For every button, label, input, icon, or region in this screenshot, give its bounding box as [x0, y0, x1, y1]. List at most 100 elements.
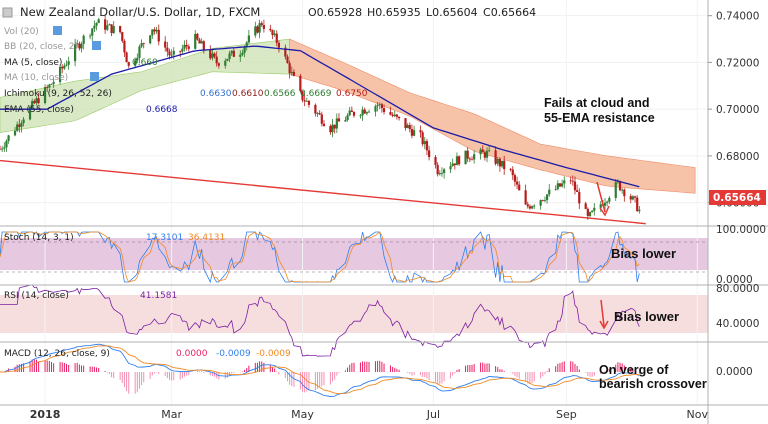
candle-body — [458, 156, 461, 165]
candle-body — [573, 181, 577, 191]
stoch-d-line — [0, 231, 640, 283]
candle-body — [406, 125, 409, 129]
candle-body — [608, 197, 611, 202]
candle-body — [586, 208, 589, 216]
stoch-tick-label: 100.0000 — [716, 224, 766, 236]
candle-body — [464, 150, 467, 165]
candle-body — [337, 118, 341, 122]
candle-body — [378, 104, 381, 106]
candle-body — [503, 160, 506, 170]
annotation-macd-line2: bearish crossover — [599, 377, 707, 391]
ichimoku-span-a-value: 0.6669 — [300, 89, 332, 99]
candle-body — [329, 126, 332, 133]
candle-body — [614, 182, 617, 198]
candle-body — [149, 35, 152, 44]
bb-legend[interactable]: BB (20, close, 2) — [4, 42, 78, 52]
candle-body — [359, 115, 362, 117]
candle-body — [200, 41, 203, 44]
annotation-rsi: Bias lower — [614, 309, 679, 324]
candle-body — [558, 183, 562, 187]
candle-body — [245, 42, 248, 47]
annotation-cloud-line1: Fails at cloud and — [544, 96, 650, 110]
ma5-legend[interactable]: MA (5, close) — [4, 58, 62, 68]
candle-body — [179, 50, 182, 52]
candle-body — [93, 25, 96, 29]
candle-body — [198, 39, 201, 44]
candle-body — [545, 194, 549, 201]
settings-icon[interactable] — [92, 41, 101, 50]
macd-signal-value: -0.0009 — [256, 349, 291, 359]
candle-body — [593, 207, 596, 211]
candle-body — [365, 112, 368, 114]
candle-body — [112, 26, 115, 34]
ema-legend[interactable]: EMA (55, close) — [4, 105, 74, 115]
macd-legend[interactable]: MACD (12, 26, close, 9) — [4, 349, 110, 359]
candle-body — [288, 63, 291, 74]
candle-body — [277, 42, 281, 48]
candle-body — [389, 111, 392, 115]
candle-body — [140, 43, 143, 47]
candle-body — [473, 154, 476, 160]
candle-body — [606, 201, 609, 203]
candle-body — [170, 54, 173, 56]
candle-body — [232, 50, 235, 57]
candle-body — [104, 19, 107, 30]
collapse-icon[interactable] — [2, 7, 13, 18]
candle-body — [563, 180, 566, 184]
candle-body — [455, 156, 459, 166]
candle-body — [151, 29, 154, 36]
bearish-cloud — [289, 38, 696, 194]
candle-body — [380, 104, 383, 109]
stoch-legend[interactable]: Stoch (14, 3, 1) — [4, 233, 74, 243]
candle-body — [138, 46, 141, 58]
macd-signal-line — [0, 345, 640, 395]
vol-legend[interactable]: Vol (20) — [4, 27, 39, 37]
candle-body — [623, 189, 626, 197]
candle-body — [483, 152, 486, 158]
indicator-legend: Vol (20) BB (20, close, 2) MA (5, close)… — [4, 26, 368, 115]
candle-body — [528, 206, 532, 209]
ma10-legend[interactable]: MA (10, close) — [4, 73, 68, 83]
candle-body — [498, 158, 501, 167]
candle-body — [269, 28, 272, 31]
candle-body — [468, 158, 471, 160]
annotation-macd-line1: On verge of — [599, 363, 669, 377]
candle-body — [344, 120, 347, 122]
candle-body — [479, 149, 482, 155]
rsi-legend[interactable]: RSI (14, close) — [4, 291, 69, 301]
candle-body — [213, 53, 216, 57]
candle-body — [631, 196, 635, 200]
ema-layer — [0, 45, 640, 188]
candle-body — [286, 56, 289, 64]
candle-body — [481, 149, 484, 153]
time-tick-label: Jul — [426, 408, 440, 421]
ichimoku-base-value: 0.6610 — [232, 89, 264, 99]
candle-body — [301, 91, 304, 101]
candle-body — [305, 100, 308, 102]
ema55-line — [0, 45, 640, 188]
settings-icon[interactable] — [90, 72, 99, 81]
candle-body — [230, 50, 233, 54]
ichimoku-legend[interactable]: Ichimoku (9, 26, 52, 26) — [4, 89, 112, 99]
candle-body — [331, 124, 334, 133]
candle-body — [530, 206, 534, 209]
candle-body — [275, 33, 278, 43]
candle-body — [361, 109, 364, 116]
candle-body — [434, 157, 437, 165]
candle-body — [421, 132, 424, 145]
candle-body — [518, 184, 521, 191]
candle-body — [89, 35, 92, 37]
candle-body — [7, 135, 10, 141]
ichimoku-conversion-value: 0.6630 — [200, 89, 232, 99]
stoch-d-value: 36.4131 — [188, 233, 225, 243]
candle-body — [290, 71, 293, 74]
candle-body — [78, 43, 81, 49]
candle-body — [636, 197, 639, 212]
candle-body — [618, 181, 622, 191]
annotation-stoch: Bias lower — [611, 246, 676, 261]
candle-body — [121, 32, 124, 41]
candle-body — [226, 58, 229, 61]
settings-icon[interactable] — [53, 26, 62, 35]
candle-body — [436, 164, 439, 175]
price-arrow-head — [599, 205, 610, 217]
